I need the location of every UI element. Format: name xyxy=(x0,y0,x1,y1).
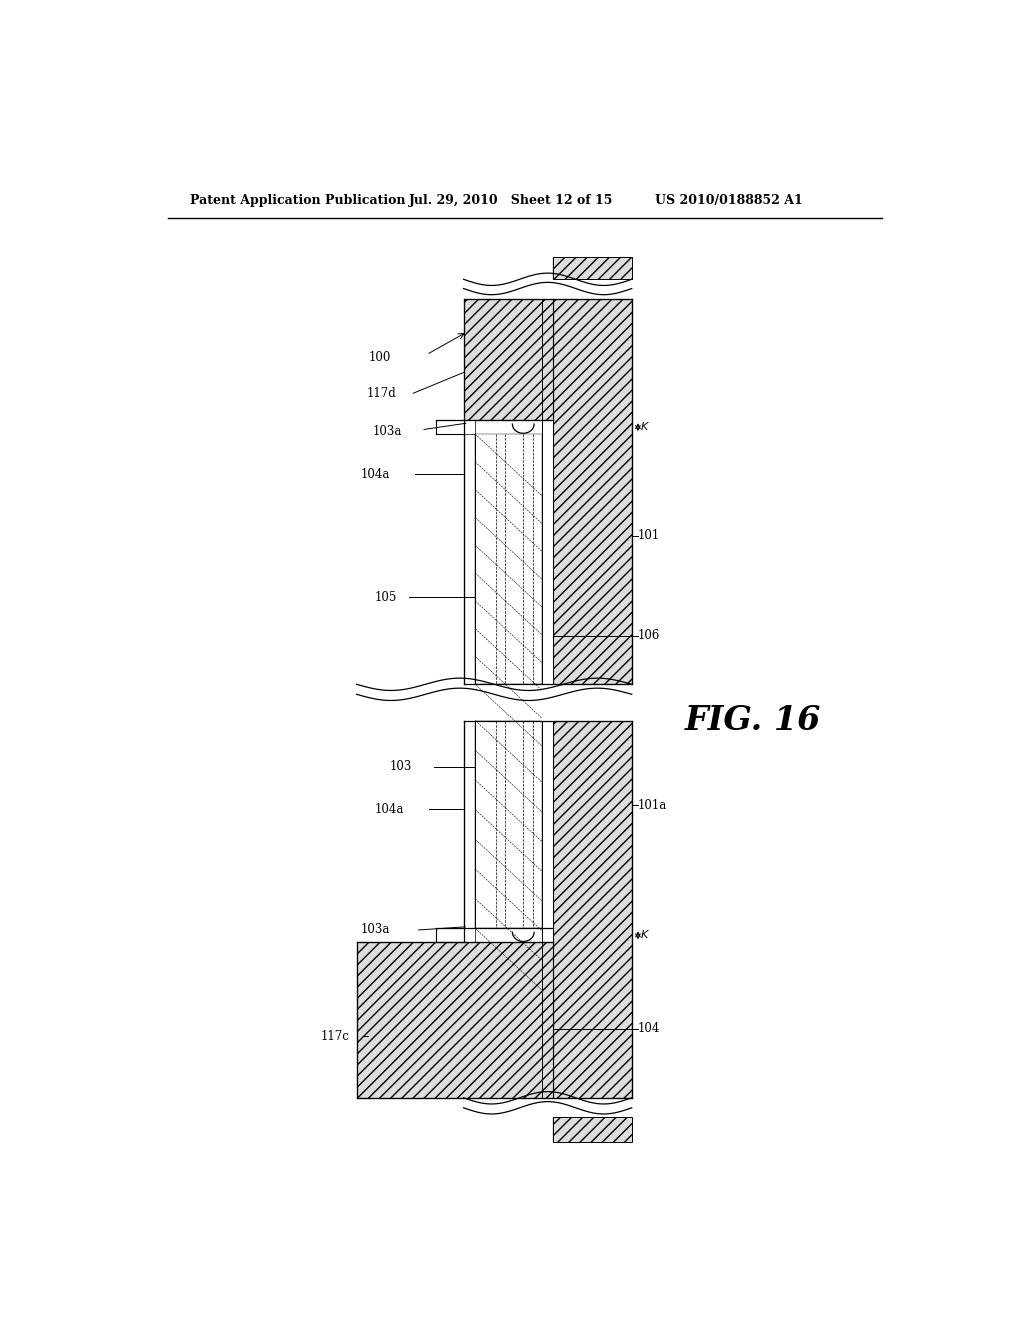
Text: 103: 103 xyxy=(390,760,413,774)
Bar xyxy=(542,721,553,1098)
Text: K: K xyxy=(641,422,648,432)
Bar xyxy=(464,928,475,942)
Text: 103a: 103a xyxy=(360,924,390,936)
Bar xyxy=(464,420,475,434)
Bar xyxy=(475,434,542,684)
Text: 106: 106 xyxy=(638,630,660,643)
Bar xyxy=(553,298,632,684)
Text: FIG. 16: FIG. 16 xyxy=(684,704,821,737)
Text: Jul. 29, 2010   Sheet 12 of 15: Jul. 29, 2010 Sheet 12 of 15 xyxy=(409,194,613,207)
Text: 104: 104 xyxy=(638,1022,660,1035)
Text: 104a: 104a xyxy=(360,467,390,480)
Text: 117c: 117c xyxy=(321,1030,349,1043)
Text: 117d: 117d xyxy=(367,387,396,400)
Text: 101: 101 xyxy=(638,529,660,543)
Bar xyxy=(475,721,542,928)
Bar xyxy=(553,1117,632,1142)
Text: 101a: 101a xyxy=(638,799,668,812)
Bar xyxy=(553,721,632,1098)
Text: 104a: 104a xyxy=(375,803,403,816)
Bar xyxy=(464,298,553,420)
Bar xyxy=(542,298,553,684)
Text: 105: 105 xyxy=(375,591,397,603)
Text: 100: 100 xyxy=(369,351,390,363)
Text: 103a: 103a xyxy=(372,425,401,438)
Text: K: K xyxy=(641,931,648,940)
Bar xyxy=(356,942,553,1098)
Bar xyxy=(553,257,632,280)
Text: US 2010/0188852 A1: US 2010/0188852 A1 xyxy=(655,194,803,207)
Text: Patent Application Publication: Patent Application Publication xyxy=(190,194,406,207)
